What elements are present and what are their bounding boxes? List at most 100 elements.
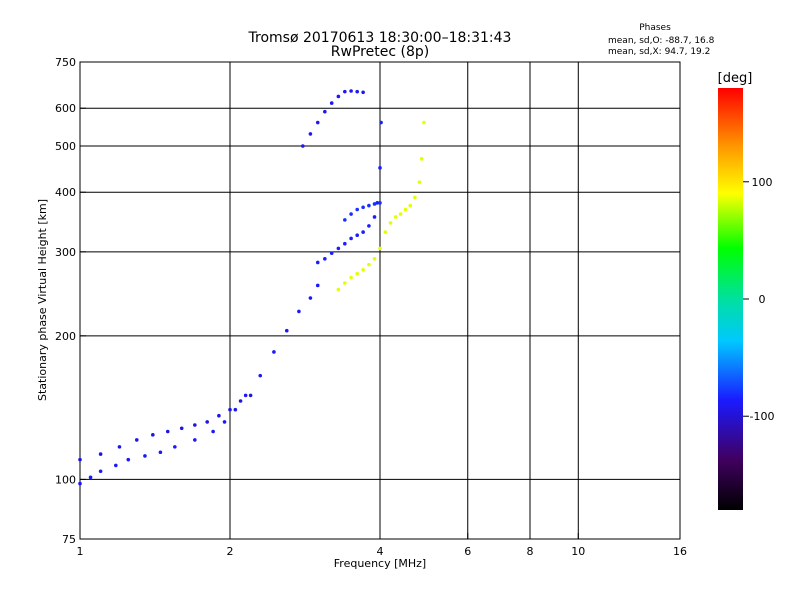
data-point (308, 132, 313, 136)
data-point (179, 426, 184, 431)
data-point (367, 224, 371, 228)
colorbar-tick-label: -100 (750, 410, 775, 423)
data-point (343, 281, 347, 285)
data-point (143, 454, 147, 458)
data-point (323, 109, 327, 114)
y-axis-label: Stationary phase Virtual Height [km] (36, 199, 49, 401)
data-point (211, 429, 215, 434)
x-axis-label: Frequency [MHz] (334, 557, 426, 570)
data-point (349, 275, 353, 280)
data-point (297, 309, 301, 314)
y-axis-ticks: 75 100 200 300 400 500 600 750 (55, 56, 86, 546)
x-tick-label: 10 (571, 545, 585, 558)
data-point (393, 215, 398, 219)
data-point (308, 296, 313, 300)
colorbar-tick-label: 100 (752, 176, 773, 189)
y-tick-label: 600 (55, 102, 76, 115)
data-point (205, 420, 209, 424)
phases-title: Phases (639, 23, 671, 33)
data-point (378, 166, 382, 170)
phases-line-o: mean, sd,O: -88.7, 16.8 (608, 36, 715, 46)
x-axis-ticks: 1 2 4 6 8 10 16 (77, 533, 687, 558)
data-point (422, 120, 426, 125)
x-tick-label: 16 (673, 545, 687, 558)
data-series (78, 89, 426, 486)
data-point (151, 433, 155, 437)
data-point (98, 452, 103, 456)
data-point (378, 201, 382, 205)
series-group (343, 201, 382, 222)
data-point (349, 236, 353, 241)
data-point (336, 246, 341, 251)
y-tick-label: 100 (55, 473, 76, 486)
chart-title: Tromsø 20170613 18:30:00–18:31:43 (248, 30, 512, 46)
colorbar-label: [deg] (718, 71, 753, 86)
data-point (117, 445, 122, 449)
data-point (98, 469, 103, 474)
colorbar-ticks: 100 0 -100 (743, 176, 774, 423)
series-group (301, 89, 365, 148)
y-tick-label: 500 (55, 140, 76, 153)
data-point (413, 195, 417, 200)
data-point (222, 420, 227, 424)
data-point (361, 268, 365, 272)
data-point (258, 373, 263, 378)
data-point (349, 89, 353, 93)
data-point (329, 251, 334, 256)
data-point (378, 246, 382, 251)
data-point (361, 90, 365, 95)
data-point (355, 271, 359, 276)
data-point (315, 260, 320, 265)
grid-lines (80, 62, 680, 539)
y-tick-label: 400 (55, 186, 76, 199)
data-point (78, 457, 82, 462)
data-point (336, 287, 341, 292)
data-point (343, 218, 347, 222)
y-tick-label: 750 (55, 56, 76, 69)
data-point (88, 475, 93, 480)
data-point (361, 230, 365, 234)
data-point (398, 212, 403, 216)
data-point (372, 257, 377, 261)
data-point (323, 257, 327, 261)
data-point (301, 144, 305, 148)
data-point (379, 120, 383, 125)
phases-line-x: mean, sd,X: 94.7, 19.2 (608, 47, 710, 57)
data-point (284, 328, 289, 333)
data-point (388, 221, 393, 225)
data-point (403, 207, 408, 212)
data-point (217, 413, 221, 418)
data-point (272, 350, 276, 354)
data-point (165, 429, 170, 434)
data-point (408, 203, 413, 208)
series-group (78, 283, 320, 486)
data-point (134, 438, 139, 442)
data-point (315, 283, 320, 288)
data-point (367, 262, 371, 267)
data-point (248, 393, 253, 398)
data-point (243, 393, 248, 398)
data-point (343, 241, 347, 246)
data-point (238, 399, 243, 403)
data-point (158, 450, 163, 455)
data-point (375, 201, 380, 205)
data-point (233, 407, 238, 412)
data-point (355, 89, 359, 94)
data-point (315, 120, 320, 125)
y-tick-label: 75 (62, 533, 76, 546)
data-point (355, 233, 359, 238)
x-tick-label: 4 (377, 545, 384, 558)
data-point (343, 89, 347, 94)
data-point (336, 94, 341, 99)
data-point (173, 445, 177, 449)
y-tick-label: 300 (55, 246, 76, 259)
data-point (329, 101, 334, 105)
x-tick-label: 6 (464, 545, 471, 558)
data-point (114, 463, 118, 468)
x-tick-label: 2 (227, 545, 234, 558)
x-tick-label: 1 (77, 545, 84, 558)
data-point (419, 157, 424, 161)
data-point (228, 407, 232, 412)
data-point (193, 438, 197, 442)
